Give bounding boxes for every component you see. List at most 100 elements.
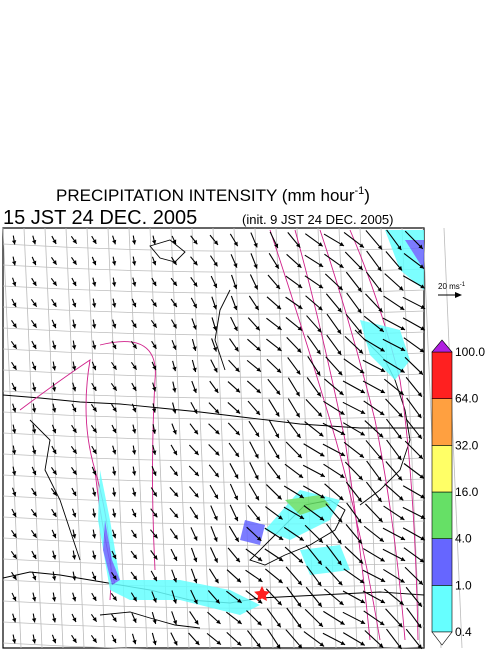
wind-head <box>31 596 37 602</box>
wind-head <box>253 264 258 269</box>
wind-head <box>316 371 321 376</box>
wind-head <box>216 640 221 645</box>
wind-head <box>52 344 57 350</box>
wind-shaft <box>365 271 383 293</box>
wind-head <box>278 578 283 584</box>
wind-head <box>193 282 198 287</box>
wind-head <box>255 516 261 521</box>
wind-head <box>11 639 17 644</box>
wind-head <box>132 554 137 559</box>
colorbar-label: 4.0 <box>455 532 472 546</box>
wind-head <box>12 407 17 413</box>
wind-shaft <box>325 356 343 376</box>
valid-time: 15 JST 24 DEC. 2005 <box>3 207 197 229</box>
wind-head <box>173 534 178 540</box>
wind-shaft <box>325 503 343 523</box>
wind-head <box>172 260 177 265</box>
wind-head <box>112 365 117 370</box>
wind-shaft <box>402 527 426 541</box>
wind-head <box>151 408 157 413</box>
precipitation <box>98 230 424 615</box>
reference-label: 20 ms-1 <box>438 282 466 291</box>
wind-head <box>377 245 383 250</box>
parallel <box>2 621 425 630</box>
colorbar-label: 1.0 <box>455 578 472 592</box>
wind-head <box>92 491 97 497</box>
wind-shaft <box>344 335 364 355</box>
wind-shaft <box>366 250 382 272</box>
wind-head <box>357 539 362 544</box>
wind-head <box>337 370 343 376</box>
wind-head <box>236 578 241 583</box>
wind-head <box>32 470 37 476</box>
wind-shaft <box>402 506 426 520</box>
wind-head <box>275 454 280 459</box>
wind-head <box>112 323 117 329</box>
wind-head <box>91 554 97 560</box>
wind-head <box>12 491 17 497</box>
wind-head <box>192 325 197 330</box>
wind-head <box>377 476 382 482</box>
colorbar: 0.4 1.0 4.0 16.0 32.0 64.0 100.0 <box>431 339 485 646</box>
wind-head <box>399 305 405 310</box>
wind-head <box>255 432 260 437</box>
wind-head <box>234 516 239 522</box>
wind-head <box>214 408 220 414</box>
wind-head <box>317 327 322 333</box>
wind-head <box>172 366 177 372</box>
wind-head <box>194 471 199 477</box>
wind-head <box>233 495 238 501</box>
wind-head <box>72 512 77 518</box>
wind-shaft <box>346 502 362 524</box>
wind-head <box>112 638 117 644</box>
wind-head <box>380 577 386 582</box>
wind-head <box>111 471 117 476</box>
wind-head <box>152 576 157 582</box>
wind-shaft <box>303 631 325 647</box>
wind-head <box>297 602 302 607</box>
wind-head <box>172 599 177 604</box>
wind-head <box>397 266 403 271</box>
wind-head <box>193 514 198 520</box>
wind-head <box>112 428 117 434</box>
wind-head <box>193 239 198 245</box>
wind-head <box>112 239 117 245</box>
wind-head <box>235 388 241 393</box>
wind-head <box>32 533 37 538</box>
wind-shaft <box>302 464 326 478</box>
wind-shaft <box>365 440 383 460</box>
wind-head <box>277 600 282 606</box>
wind-shaft <box>405 586 423 608</box>
wind-head <box>378 307 383 313</box>
wind-head <box>214 578 219 584</box>
wind-head <box>318 432 324 437</box>
wind-head <box>173 450 177 456</box>
parallel <box>2 390 425 399</box>
wind-head <box>52 533 57 539</box>
wind-head <box>256 536 262 541</box>
wind-head <box>297 453 302 459</box>
wind-head <box>420 536 425 541</box>
wind-shaft <box>406 607 422 629</box>
wind-head <box>112 449 117 455</box>
wind-head <box>233 326 238 331</box>
map <box>2 227 463 651</box>
wind-head <box>357 308 362 314</box>
wind-head <box>51 576 57 581</box>
wind-shaft <box>303 505 325 521</box>
wind-head <box>112 386 117 391</box>
wind-shaft <box>383 378 405 396</box>
wind-head <box>338 285 343 291</box>
wind-shaft <box>362 548 386 562</box>
wind-shaft <box>364 420 384 438</box>
wind-head <box>420 284 425 289</box>
wind-head <box>299 536 304 541</box>
wind-head <box>51 407 57 413</box>
wind-head <box>72 638 77 643</box>
wind-shaft <box>365 481 383 503</box>
wind-head <box>91 324 97 329</box>
wind-head <box>297 580 302 586</box>
wind-head <box>278 557 284 562</box>
title-close: ) <box>364 186 370 205</box>
wind-head <box>12 512 17 517</box>
